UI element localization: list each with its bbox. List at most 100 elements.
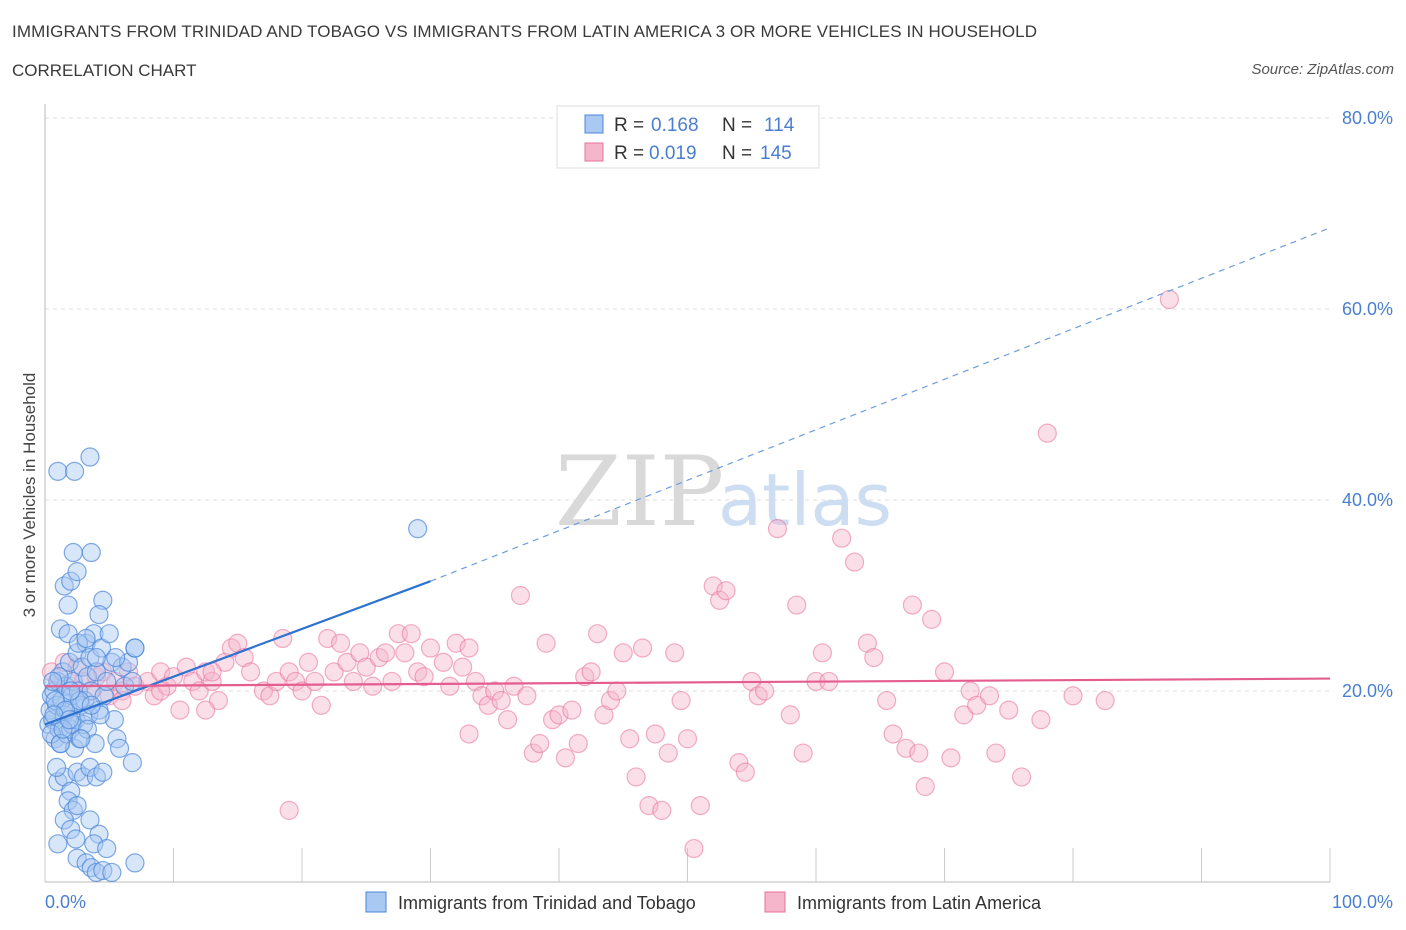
trinidad-point [45,690,65,711]
latin-america-point [844,552,865,572]
trinidad-point [61,819,81,840]
latin-america-point [645,724,665,744]
legend-row2-r-value: 0.019 [649,143,697,164]
latin-america-point [568,733,588,754]
latin-america-point [189,681,209,701]
trinidad-point [85,733,105,754]
latin-america-point [626,767,646,787]
trinidad-point [118,652,139,672]
latin-america-point [902,595,922,615]
trinidad-point [58,624,78,644]
latin-america-point [311,695,331,715]
grid-lines [45,117,1330,692]
latin-america-point [607,681,627,701]
latin-america-point [491,690,511,711]
trinidad-point [93,762,113,782]
legend-stats: R = 0.168 N = 114 R = 0.019 N = 145 [556,105,820,169]
trinidad-point [61,681,81,701]
latin-america-point [530,733,550,754]
latin-america-point [536,633,556,653]
trinidad-point [59,652,80,672]
latin-america-point [671,690,691,711]
legend-row2-n-value: 145 [760,143,792,164]
latin-america-point [967,695,987,715]
legend-row1-n-value: 114 [764,115,795,136]
trinidad-point [80,757,100,778]
latin-america-point [690,795,710,816]
latin-america-point [716,581,736,601]
latin-america-point [883,724,903,744]
trinidad-trend-extension [430,227,1331,582]
latin-america-point [677,729,698,749]
latin-america-point [613,643,633,663]
trinidad-point [122,753,142,773]
trinidad-point [86,647,107,668]
latin-america-point [909,743,929,763]
trinidad-point [80,810,100,830]
latin-america-point [1037,423,1057,443]
latin-america-point [1095,690,1115,711]
latin-america-point [440,676,460,696]
trinidad-point [125,853,145,873]
latin-america-point [279,800,299,820]
latin-america-point [652,800,672,820]
latin-america-point [196,700,216,720]
trinidad-point [67,848,87,868]
trinidad-point [66,829,86,849]
y-tick-label-40: 40.0% [1342,490,1393,510]
trinidad-point [84,834,104,854]
latin-america-point [459,638,479,658]
x-tick-label-min: 0.0% [45,892,86,912]
latin-america-point [375,643,396,663]
trinidad-point [54,810,74,830]
latin-america-point [350,643,370,663]
x-ticks [44,848,1331,882]
latin-america-point [954,705,974,725]
latin-america-point [485,681,505,701]
latin-america-point [979,686,1000,706]
latin-america-point [587,624,608,644]
latin-america-point [864,647,884,668]
latin-america-point [857,633,878,653]
latin-america-point [684,838,704,859]
trinidad-point [50,733,71,754]
trinidad-point [67,795,87,816]
series-trinidad-points [39,447,428,883]
y-axis-label: 3 or more Vehicles in Household [20,373,39,618]
trinidad-point [54,767,74,787]
latin-america-point [562,700,582,720]
latin-america-point [363,676,383,696]
latin-america-point [292,681,312,701]
latin-america-point [54,652,74,672]
legend-row2-n-label: N = [722,143,752,164]
y-tick-labels: 20.0% 40.0% 60.0% 80.0% [1342,108,1393,701]
latin-america-point [420,638,441,658]
trinidad-point [106,647,126,668]
latin-america-point [658,743,678,763]
latin-america-point [208,690,229,711]
latin-america-point [632,638,653,658]
trinidad-point [109,738,130,758]
latin-america-point [414,667,434,687]
latin-america-point [877,690,897,711]
trinidad-point [104,710,124,730]
legend-row1-r-label: R = [614,115,644,136]
legend-trinidad-swatch [365,891,387,913]
latin-america-point [465,671,486,692]
trinidad-point [64,461,85,481]
latin-america-point [446,633,466,653]
latin-america-point [517,686,537,706]
latin-america-point [735,762,755,782]
trinidad-point [89,604,109,625]
latin-america-point [433,652,453,672]
latin-america-point [498,710,518,730]
trinidad-point [122,671,142,692]
latin-america-point [241,662,261,682]
trinidad-point [76,628,96,649]
y-tick-label-80: 80.0% [1342,108,1393,128]
latin-america-point [812,643,833,663]
latin-america-point [594,705,614,725]
latin-america-point [523,743,543,763]
watermark-zip: ZIP [555,436,724,548]
